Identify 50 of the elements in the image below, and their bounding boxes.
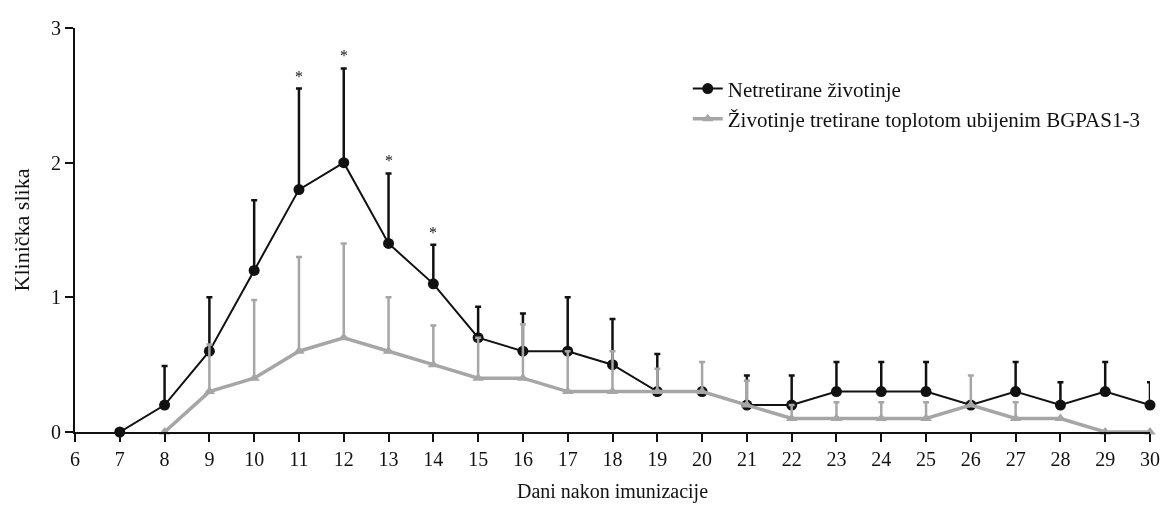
- point: [1144, 399, 1156, 411]
- x-tick-label: 28: [1050, 448, 1071, 470]
- y-tick-label: 2: [51, 151, 61, 174]
- x-tick-label: 7: [114, 448, 125, 470]
- annotation: *: [295, 68, 303, 85]
- x-tick-label: 25: [916, 448, 937, 470]
- x-tick-label: 29: [1095, 448, 1116, 470]
- point: [427, 278, 439, 290]
- legend-label: Netretirane životinje: [727, 77, 901, 102]
- annotation: *: [385, 152, 393, 169]
- legend-label: Životinje tretirane toplotom ubijenim BGPAS1-3: [727, 108, 1140, 133]
- point: [248, 264, 260, 276]
- annotation: *: [429, 224, 437, 241]
- x-tick-label: 11: [289, 448, 309, 470]
- point: [1010, 386, 1022, 398]
- y-tick-label: 3: [51, 17, 61, 39]
- point: [920, 386, 932, 398]
- x-tick-label: 27: [1005, 448, 1026, 470]
- x-tick-label: 12: [333, 448, 354, 470]
- x-tick-label: 19: [647, 448, 668, 470]
- x-tick-label: 24: [871, 448, 892, 470]
- y-tick-label: 1: [51, 286, 61, 309]
- x-tick-label: 20: [692, 448, 713, 470]
- x-tick-label: 14: [423, 448, 444, 470]
- y-axis-title: Klinička slika: [9, 168, 35, 292]
- point: [383, 237, 395, 249]
- x-tick-label: 22: [781, 448, 802, 470]
- x-tick-label: 15: [468, 448, 489, 470]
- x-tick-label: 17: [557, 448, 578, 470]
- annotation: *: [340, 47, 348, 64]
- x-tick-label: 16: [512, 448, 533, 470]
- point: [338, 157, 350, 169]
- x-tick-label: 23: [826, 448, 847, 470]
- x-tick-label: 9: [204, 448, 215, 470]
- x-tick-label: 6: [70, 448, 80, 470]
- x-axis-title: Dani nakon imunizacije: [516, 480, 709, 503]
- x-tick-label: 26: [960, 448, 981, 470]
- point: [875, 386, 887, 398]
- y-tick-label: 0: [51, 421, 61, 443]
- x-tick-label: 10: [244, 448, 265, 470]
- point: [1054, 399, 1066, 411]
- point: [293, 184, 305, 196]
- x-tick-label: 21: [736, 448, 757, 470]
- point: [1099, 386, 1111, 398]
- point: [159, 399, 171, 411]
- x-tick-label: 13: [378, 448, 399, 470]
- x-tick-label: 18: [602, 448, 623, 470]
- x-tick-label: 8: [159, 448, 170, 470]
- point: [830, 386, 842, 398]
- x-tick-label: 30: [1140, 448, 1160, 470]
